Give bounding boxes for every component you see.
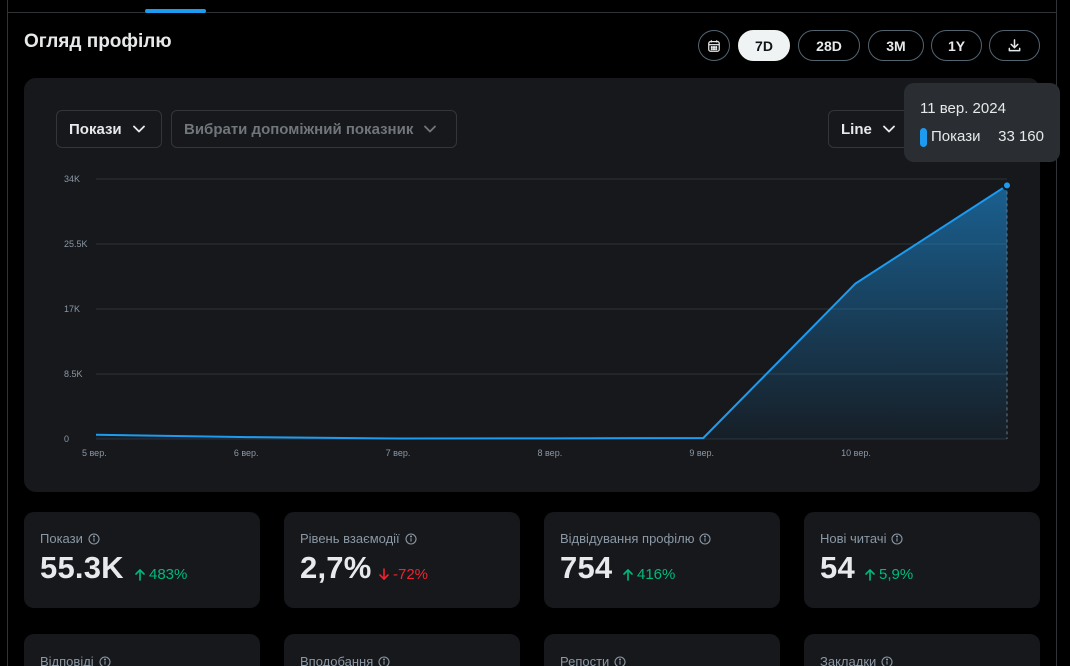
range-3m-button[interactable]: 3M [868, 30, 924, 61]
metric-label-text: Покази [40, 531, 83, 546]
metric-change: 483% [134, 566, 187, 583]
metric-label-text: Нові читачі [820, 531, 887, 546]
download-icon [1007, 38, 1022, 53]
chevron-down-icon [132, 124, 146, 134]
series-line [95, 184, 1008, 440]
metric-label: Рівень взаємодії [300, 531, 417, 546]
metric-card-engagement-rate[interactable]: Рівень взаємодії 2,7% -72% [284, 512, 520, 608]
info-icon[interactable] [881, 655, 893, 666]
metric-card-profile-visits[interactable]: Відвідування профілю 754 416% [544, 512, 780, 608]
calendar-icon [707, 39, 721, 53]
metric-card-likes[interactable]: Вподобання [284, 634, 520, 666]
metric-label-text: Репости [560, 654, 610, 666]
chevron-down-icon [423, 124, 437, 134]
metric-label: Нові читачі [820, 531, 904, 546]
metric-card-replies[interactable]: Відповіді [24, 634, 260, 666]
metric-select[interactable]: Покази [56, 110, 162, 148]
metric-label: Покази [40, 531, 100, 546]
arrow-up-icon [134, 568, 146, 581]
y-tick-label: 17K [64, 304, 80, 314]
x-tick-label: 7 вер. [386, 448, 411, 458]
chart-tooltip: 11 вер. 2024 Покази 33 160 [904, 83, 1060, 162]
metric-card-impressions[interactable]: Покази 55.3K 483% [24, 512, 260, 608]
metric-label: Вподобання [300, 654, 390, 666]
metric-value: 54 [820, 550, 855, 585]
info-icon[interactable] [99, 655, 111, 666]
x-tick-label: 8 вер. [538, 448, 563, 458]
y-tick-label: 0 [64, 434, 69, 444]
metric-label-text: Закладки [820, 654, 877, 666]
chart-card: Покази Вибрати допоміжний показник Line … [24, 78, 1040, 492]
arrow-down-icon [378, 568, 390, 581]
metric-change-text: 416% [637, 566, 676, 583]
impressions-chart[interactable]: 0 8.5K 17K 25.5K 34K 5 вер. 6 вер. 7 вер. 8 вер… [24, 78, 1040, 492]
tooltip-date: 11 вер. 2024 [920, 100, 1006, 117]
tooltip-series-swatch [920, 128, 927, 147]
arrow-up-icon [864, 568, 876, 581]
y-tick-label: 25.5K [64, 239, 88, 249]
metric-label-text: Рівень взаємодії [300, 531, 400, 546]
metric-label: Репости [560, 654, 626, 666]
metric-label-text: Відвідування профілю [560, 531, 695, 546]
metric-card-new-followers[interactable]: Нові читачі 54 5,9% [804, 512, 1040, 608]
metric-label: Закладки [820, 654, 893, 666]
arrow-up-icon [622, 568, 634, 581]
metric-change-text: 5,9% [879, 566, 914, 583]
info-icon[interactable] [405, 532, 417, 545]
y-tick-label: 34K [64, 174, 80, 184]
x-tick-label: 6 вер. [234, 448, 259, 458]
secondary-metric-select[interactable]: Вибрати допоміжний показник [171, 110, 457, 148]
info-icon[interactable] [699, 532, 712, 545]
tab-bar-divider [8, 12, 1057, 13]
metric-card-reposts[interactable]: Репости [544, 634, 780, 666]
metric-value: 754 [560, 550, 613, 585]
metric-value: 2,7% [300, 550, 372, 585]
info-icon[interactable] [88, 532, 100, 545]
metric-label-text: Вподобання [300, 654, 374, 666]
metric-label-text: Відповіді [40, 654, 94, 666]
calendar-button[interactable] [698, 30, 730, 61]
range-7d-button[interactable]: 7D [738, 30, 790, 61]
tooltip-value: 33 160 [998, 128, 1044, 145]
range-28d-button[interactable]: 28D [798, 30, 860, 61]
metric-value: 55.3K [40, 550, 124, 585]
metric-label: Відповіді [40, 654, 111, 666]
series-area-fill [96, 185, 1007, 439]
chart-type-label: Line [841, 120, 872, 138]
info-icon[interactable] [378, 655, 390, 666]
data-point[interactable] [1002, 180, 1012, 191]
right-column-border [1056, 0, 1057, 666]
page-title: Огляд профілю [24, 31, 172, 52]
info-icon[interactable] [614, 655, 626, 666]
x-tick-label: 9 вер. [689, 448, 714, 458]
chevron-down-icon [882, 124, 896, 134]
left-column-border [0, 0, 8, 666]
metric-change: -72% [378, 566, 428, 583]
download-button[interactable] [989, 30, 1040, 61]
metric-change-text: 483% [149, 566, 188, 583]
active-tab-indicator [145, 9, 206, 13]
metric-change: 5,9% [864, 566, 913, 583]
metric-change: 416% [622, 566, 675, 583]
range-1y-button[interactable]: 1Y [931, 30, 982, 61]
metric-card-bookmarks[interactable]: Закладки [804, 634, 1040, 666]
tooltip-series-label: Покази [931, 128, 981, 145]
metric-label: Відвідування профілю [560, 531, 712, 546]
metric-change-text: -72% [393, 566, 429, 583]
metric-select-label: Покази [69, 120, 122, 138]
secondary-metric-placeholder: Вибрати допоміжний показник [184, 120, 414, 138]
x-tick-label: 5 вер. [82, 448, 107, 458]
info-icon[interactable] [891, 532, 904, 545]
y-tick-label: 8.5K [64, 369, 83, 379]
x-tick-label: 10 вер. [841, 448, 871, 458]
